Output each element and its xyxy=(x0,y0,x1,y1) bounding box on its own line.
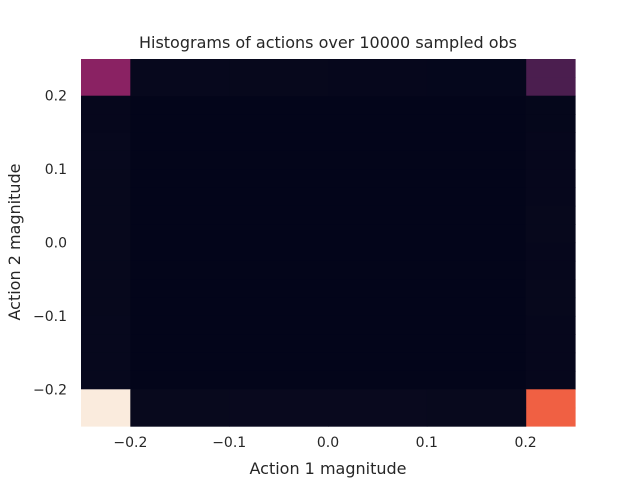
heatmap-cell xyxy=(525,205,576,225)
heatmap-cell xyxy=(525,59,576,78)
heatmap-cell xyxy=(426,59,527,97)
heatmap-cell xyxy=(81,370,131,390)
heatmap-cell xyxy=(328,389,428,427)
heatmap-cell xyxy=(426,389,527,427)
heatmap-cell xyxy=(81,260,131,280)
heatmap-cell xyxy=(130,114,527,133)
heatmap-cell xyxy=(130,334,527,354)
heatmap-cell xyxy=(525,187,576,207)
heatmap-cell xyxy=(525,315,576,335)
heatmap-cell xyxy=(81,187,131,207)
heatmap-cell xyxy=(525,132,576,152)
heatmap-cell xyxy=(525,389,576,409)
heatmap-cell xyxy=(130,370,527,390)
heatmap-cell xyxy=(81,297,131,317)
x-axis-ticks: −0.2 −0.1 0.0 0.1 0.2 xyxy=(113,435,536,451)
heatmap-cell xyxy=(130,187,527,207)
x-tick-label: −0.1 xyxy=(212,435,246,451)
heatmap-cell xyxy=(525,150,576,170)
heatmap-cell xyxy=(130,59,230,97)
heatmap-cell xyxy=(130,279,527,299)
heatmap-cell xyxy=(130,132,527,152)
heatmap-cell xyxy=(525,242,576,262)
y-tick-label: 0.1 xyxy=(45,162,67,178)
heatmap-cell xyxy=(81,242,131,262)
heatmap-cell xyxy=(81,114,131,133)
heatmap-cell xyxy=(81,205,131,225)
heatmap-cell xyxy=(81,59,131,78)
heatmap-cell xyxy=(81,95,131,115)
heatmap-cell xyxy=(81,169,131,189)
heatmap-cell xyxy=(130,150,527,170)
heatmap-cell xyxy=(130,389,230,427)
chart-title: Histograms of actions over 10000 sampled… xyxy=(139,33,517,52)
heatmap-cell xyxy=(130,242,527,262)
heatmap-cell xyxy=(81,77,131,97)
y-axis-label: Action 2 magnitude xyxy=(5,163,24,320)
heatmap-cell xyxy=(130,315,527,335)
y-axis-ticks: −0.2 −0.1 0.0 0.1 0.2 xyxy=(33,89,67,399)
heatmap-cell xyxy=(525,77,576,97)
heatmap-cell xyxy=(229,59,329,97)
heatmap-cell xyxy=(328,59,428,97)
y-tick-label: 0.0 xyxy=(45,236,67,252)
heatmap-cell xyxy=(130,224,527,244)
x-tick-label: 0.1 xyxy=(416,435,438,451)
heatmap-cell xyxy=(130,169,527,189)
heatmap-cell xyxy=(81,334,131,354)
heatmap-cell xyxy=(81,407,131,427)
heatmap-cell xyxy=(525,95,576,115)
heatmap-cell xyxy=(81,315,131,335)
heatmap-cell xyxy=(525,297,576,317)
x-tick-label: 0.0 xyxy=(317,435,339,451)
heatmap-cells xyxy=(81,59,576,427)
y-tick-label: −0.2 xyxy=(33,382,67,398)
heatmap-cell xyxy=(525,169,576,189)
heatmap-cell xyxy=(525,260,576,280)
heatmap-cell xyxy=(525,114,576,133)
x-tick-label: 0.2 xyxy=(514,435,536,451)
heatmap-cell xyxy=(81,150,131,170)
heatmap-cell xyxy=(525,370,576,390)
heatmap-cell xyxy=(81,279,131,299)
heatmap-cell xyxy=(81,132,131,152)
heatmap-cell xyxy=(525,352,576,372)
heatmap-cell xyxy=(130,352,527,372)
heatmap-cell xyxy=(130,260,527,280)
x-tick-label: −0.2 xyxy=(113,435,147,451)
heatmap-cell xyxy=(525,407,576,427)
y-tick-label: 0.2 xyxy=(45,89,67,105)
heatmap-cell xyxy=(130,205,527,225)
heatmap-cell xyxy=(130,297,527,317)
heatmap-cell xyxy=(81,352,131,372)
heatmap-cell xyxy=(229,389,329,427)
heatmap-cell xyxy=(81,224,131,244)
y-tick-label: −0.1 xyxy=(33,309,67,325)
x-axis-label: Action 1 magnitude xyxy=(249,459,406,478)
heatmap-cell xyxy=(525,279,576,299)
heatmap-cell xyxy=(81,389,131,409)
heatmap-cell xyxy=(130,95,527,115)
heatmap-cell xyxy=(525,334,576,354)
heatmap-cell xyxy=(525,224,576,244)
